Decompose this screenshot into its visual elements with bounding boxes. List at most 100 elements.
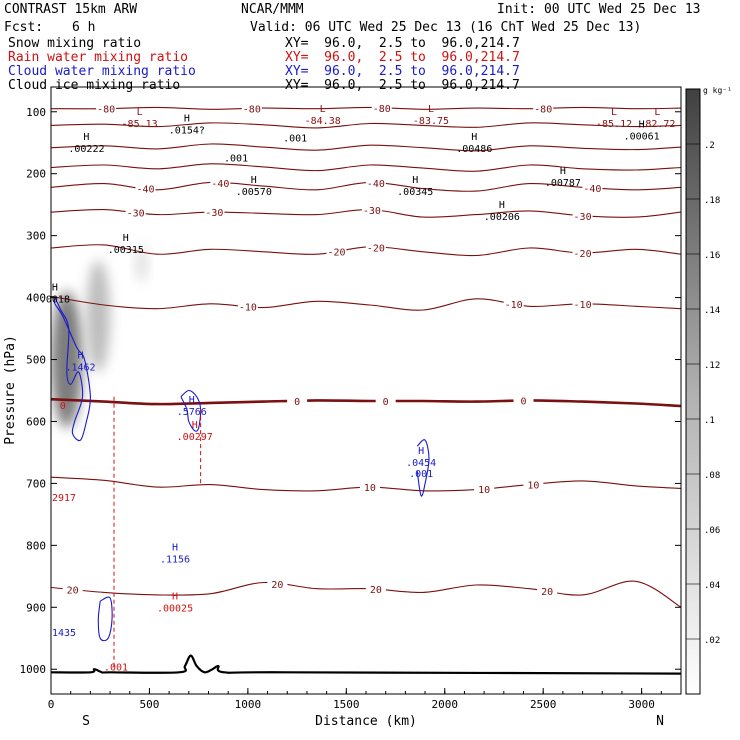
colorbar-tick-label: .06 — [704, 526, 720, 536]
colorbar-tick-label: .08 — [704, 471, 720, 481]
extremum-marker: H — [189, 395, 195, 406]
header-valid: Valid: 06 UTC Wed 25 Dec 13 (16 ChT Wed … — [250, 20, 642, 35]
isotherm-label--40: -40 — [367, 179, 385, 190]
end-label-right: N — [656, 714, 664, 729]
extremum-marker: H — [172, 542, 178, 553]
contour-value-label: .001 — [104, 662, 128, 673]
isotherm-label-bg — [204, 207, 225, 218]
field-cloudice-xy: XY= 96.0, 2.5 to 96.0,214.7 — [285, 78, 520, 93]
isotherm-label-bg — [537, 585, 558, 596]
isotherm-label-0: 0 — [383, 397, 389, 408]
extremum-marker: H — [418, 446, 424, 457]
isotherm-label-0: 0 — [294, 397, 300, 408]
snow-shading-2 — [135, 244, 148, 283]
field-cloudwater-xy: XY= 96.0, 2.5 to 96.0,214.7 — [285, 64, 520, 79]
isotherm-label-bg — [582, 182, 603, 193]
extremum-marker: H — [52, 282, 58, 293]
extremum-value: .00025 — [157, 603, 193, 614]
isotherm-label-bg — [241, 103, 262, 114]
colorbar-tick-label: .14 — [704, 306, 720, 316]
extremum-value: .00222 — [68, 144, 104, 155]
extremum-value: .5766 — [177, 407, 207, 418]
field-snow-xy: XY= 96.0, 2.5 to 96.0,214.7 — [285, 36, 520, 51]
isotherm-label-0: 0 — [520, 397, 526, 408]
isotherm-label--10: -10 — [574, 300, 592, 311]
header-init: Init: 00 UTC Wed 25 Dec 13 — [497, 2, 701, 17]
isotherm-label-bg — [326, 246, 347, 257]
isotherm-label-bg — [287, 395, 308, 406]
isotherm-label-20: 20 — [541, 587, 553, 598]
extremum-value: -84.38 — [305, 116, 341, 127]
cloud-water-contour-1 — [180, 389, 202, 432]
isotherm-label--30: -30 — [574, 212, 592, 223]
isotherm-label-bg — [371, 102, 392, 113]
y-tick-label: 400 — [26, 292, 46, 305]
y-tick-label: 1000 — [20, 663, 47, 676]
extremum-value: .00315 — [108, 245, 144, 256]
isotherm-label-bg — [361, 204, 382, 215]
extremum-marker: H — [499, 200, 505, 211]
isotherm-label--20: -20 — [574, 249, 592, 260]
isotherm-label-10: 10 — [527, 480, 539, 491]
cloud-water-contour-3 — [97, 596, 113, 642]
isotherm-label-bg — [62, 584, 83, 595]
isotherm--70 — [51, 122, 681, 129]
x-axis-label: Distance (km) — [315, 714, 417, 729]
extremum-value: .00297 — [177, 432, 213, 443]
cloud-water-contour-2 — [416, 439, 430, 497]
isotherm-label-bg — [96, 103, 117, 114]
snow-shading-1 — [86, 260, 111, 372]
extremum-marker: H — [78, 350, 84, 361]
colorbar-tick-label: .02 — [704, 636, 720, 646]
cloud-water-contour-0 — [53, 297, 91, 442]
extremum-value: .0454 — [406, 458, 436, 469]
extremum-value: .00570 — [236, 187, 272, 198]
isotherm-label--80: -80 — [243, 104, 261, 115]
colorbar-tick-label: .16 — [704, 251, 720, 261]
isotherm-label--10: -10 — [239, 302, 257, 313]
isotherm-label-20: 20 — [370, 585, 382, 596]
isotherm-label-bg — [474, 483, 495, 494]
end-label-left: S — [82, 714, 90, 729]
y-tick-label: 800 — [26, 539, 46, 552]
contour-value-label: .001 — [283, 134, 307, 145]
x-tick-label: 3000 — [628, 698, 655, 711]
isotherm-label-10: 10 — [478, 485, 490, 496]
y-tick-label: 900 — [26, 601, 46, 614]
isotherm-label--30: -30 — [127, 209, 145, 220]
isotherm-label--80: -80 — [373, 104, 391, 115]
extremum-value: .0154? — [169, 125, 205, 136]
extremum-marker: L — [428, 104, 434, 115]
y-tick-label: 700 — [26, 477, 46, 490]
extremum-value: .00486 — [456, 144, 492, 155]
header-model: CONTRAST 15km ARW — [4, 2, 138, 17]
y-tick-label: 100 — [26, 106, 46, 119]
colorbar-tick-label: .04 — [704, 581, 720, 591]
extremum-value: -83.75 — [413, 116, 449, 127]
isotherm-label--40: -40 — [211, 179, 229, 190]
colorbar — [685, 88, 701, 695]
extremum-marker: H — [184, 113, 190, 124]
isotherm-label-bg — [503, 299, 524, 310]
isotherm-label-20: 20 — [271, 580, 283, 591]
isotherm-label--20: -20 — [327, 247, 345, 258]
y-axis-label: Pressure (hPa) — [3, 335, 18, 445]
extremum-marker: H — [412, 175, 418, 186]
isotherm-label-bg — [572, 210, 593, 221]
isotherm-label-bg — [267, 579, 288, 590]
y-tick-label: 300 — [26, 230, 46, 243]
contour-value-label: 1435 — [52, 628, 76, 639]
isotherm-label-bg — [533, 103, 554, 114]
isotherm-label-bg — [523, 479, 544, 490]
contour-value-label: 0 — [60, 401, 66, 412]
contour-value-label: 2917 — [52, 493, 76, 504]
extremum-marker: L — [611, 107, 617, 118]
isotherm--50 — [51, 163, 681, 172]
extremum-value: -85.13 — [122, 119, 158, 130]
x-tick-label: 2500 — [530, 698, 557, 711]
extremum-marker: H — [639, 119, 645, 130]
x-tick-label: 1500 — [333, 698, 360, 711]
x-tick-label: 2000 — [432, 698, 459, 711]
extremum-marker: H — [123, 233, 129, 244]
field-cloudwater-name: Cloud water mixing ratio — [8, 64, 196, 79]
